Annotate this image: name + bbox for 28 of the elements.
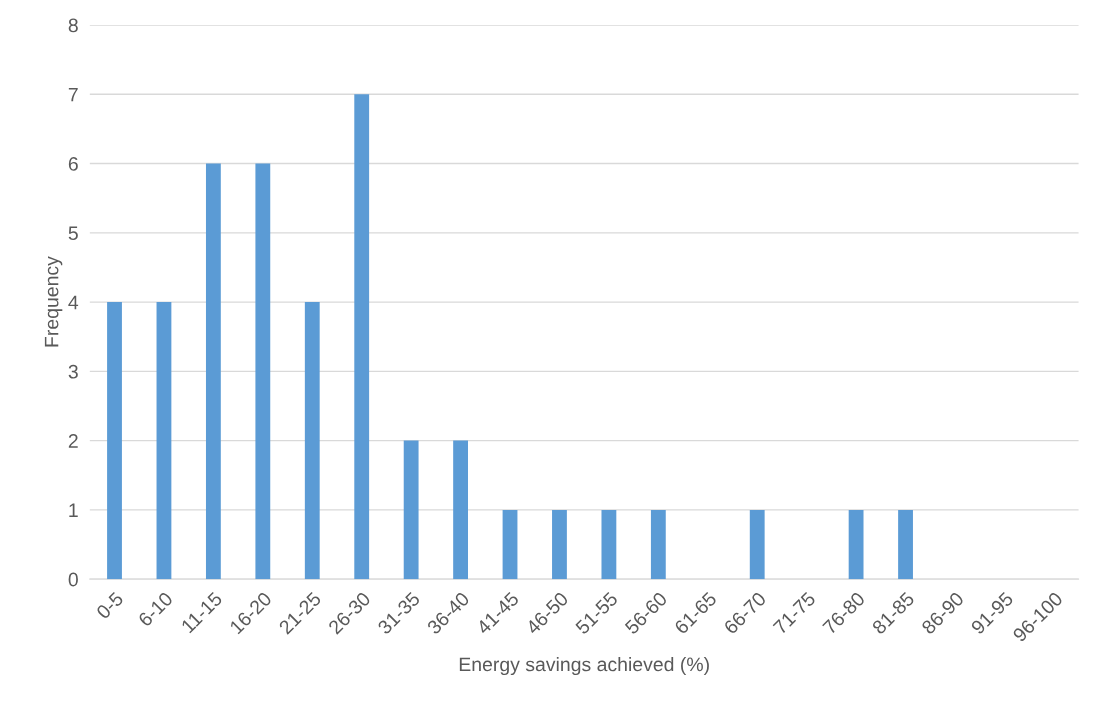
y-tick-label: 2 bbox=[68, 434, 78, 448]
bar bbox=[502, 509, 518, 580]
x-tick-label: 6-10 bbox=[137, 591, 174, 628]
bar bbox=[453, 440, 468, 580]
bar bbox=[601, 509, 617, 580]
y-tick-label: 1 bbox=[69, 503, 78, 517]
x-tick-label: 0-5 bbox=[95, 591, 125, 620]
y-tick-label: 0 bbox=[68, 572, 78, 587]
bar bbox=[749, 509, 765, 580]
bar bbox=[848, 509, 864, 580]
bar bbox=[403, 440, 419, 580]
bar bbox=[304, 302, 320, 580]
bar bbox=[107, 302, 122, 580]
bar bbox=[205, 163, 221, 580]
y-tick-label: 5 bbox=[68, 226, 78, 241]
bar bbox=[255, 163, 271, 580]
bar bbox=[156, 302, 172, 580]
bar bbox=[552, 509, 567, 580]
bar bbox=[650, 509, 666, 580]
y-tick-label: 3 bbox=[68, 364, 78, 379]
y-tick-label: 8 bbox=[68, 18, 78, 33]
y-tick-label: 6 bbox=[68, 157, 78, 171]
x-axis-title: Energy savings achieved (%) bbox=[459, 657, 709, 676]
y-tick-label: 4 bbox=[68, 295, 79, 310]
y-axis-title: Frequency bbox=[44, 256, 63, 347]
bar bbox=[354, 94, 370, 580]
bar bbox=[898, 509, 913, 580]
y-tick-label: 7 bbox=[68, 87, 78, 102]
